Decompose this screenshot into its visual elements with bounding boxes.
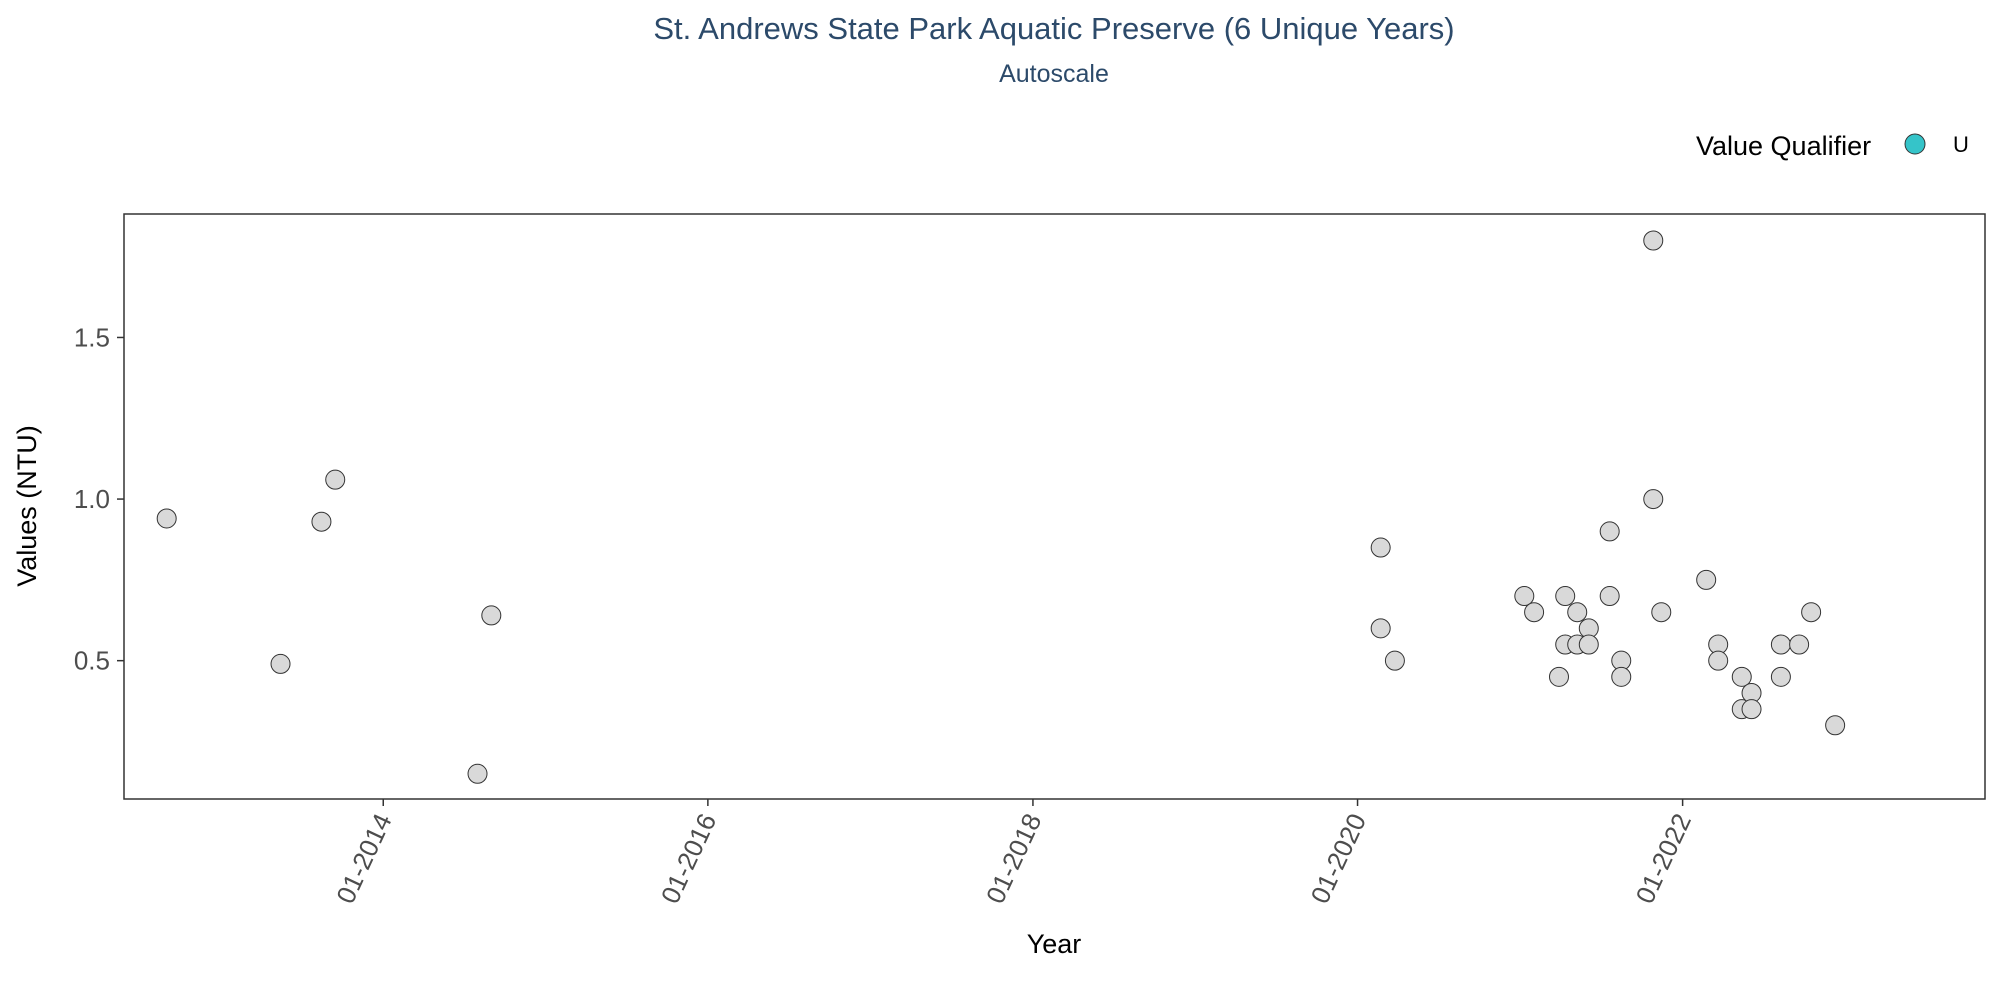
data-point	[1651, 602, 1672, 623]
plot-panel	[123, 213, 1986, 800]
legend-key-u	[1904, 133, 1926, 155]
data-point	[270, 653, 291, 674]
x-axis-title: Year	[1027, 929, 1082, 959]
data-point	[1643, 489, 1664, 510]
data-point	[1770, 666, 1791, 687]
x-tick-label: 01-2016	[655, 809, 723, 908]
x-tick-label: 01-2020	[1304, 809, 1372, 908]
data-point	[1801, 602, 1822, 623]
data-point	[1825, 715, 1846, 736]
data-point	[1741, 699, 1762, 720]
data-point	[1599, 586, 1620, 607]
legend-title: Value Qualifier	[1696, 131, 1871, 161]
x-tick-label: 01-2022	[1630, 809, 1698, 908]
data-point	[311, 511, 332, 532]
data-point	[1567, 602, 1588, 623]
data-point	[1789, 634, 1810, 655]
data-point	[1643, 230, 1664, 251]
chart-title: St. Andrews State Park Aquatic Preserve …	[653, 11, 1454, 46]
data-point	[467, 763, 488, 784]
y-axis: 0.5 1.0 1.5	[74, 322, 124, 676]
data-point	[325, 469, 346, 490]
data-point	[481, 605, 502, 626]
data-point	[1548, 666, 1569, 687]
data-point	[1731, 666, 1752, 687]
data-point	[1578, 634, 1599, 655]
x-tick-label: 01-2014	[330, 809, 398, 908]
y-axis-title: Values (NTU)	[12, 425, 42, 587]
data-point	[1696, 569, 1717, 590]
data-point	[156, 508, 177, 529]
data-point	[1770, 634, 1791, 655]
data-point	[1611, 666, 1632, 687]
y-tick-label: 1.0	[74, 484, 110, 514]
data-point	[1599, 521, 1620, 542]
data-point	[1370, 618, 1391, 639]
data-point	[1708, 650, 1729, 671]
data-points	[156, 230, 1846, 784]
legend-label-u: U	[1953, 132, 1969, 157]
data-point	[1370, 537, 1391, 558]
data-point	[1384, 650, 1405, 671]
x-axis: 01-2014 01-2016 01-2018 01-2020 01-2022	[330, 799, 1697, 908]
data-point	[1555, 586, 1576, 607]
data-point	[1524, 602, 1545, 623]
x-tick-label: 01-2018	[980, 809, 1048, 908]
data-point	[1514, 586, 1535, 607]
y-tick-label: 0.5	[74, 646, 110, 676]
y-tick-label: 1.5	[74, 322, 110, 352]
legend: Value Qualifier U	[1696, 131, 1969, 161]
chart-subtitle: Autoscale	[999, 60, 1109, 88]
